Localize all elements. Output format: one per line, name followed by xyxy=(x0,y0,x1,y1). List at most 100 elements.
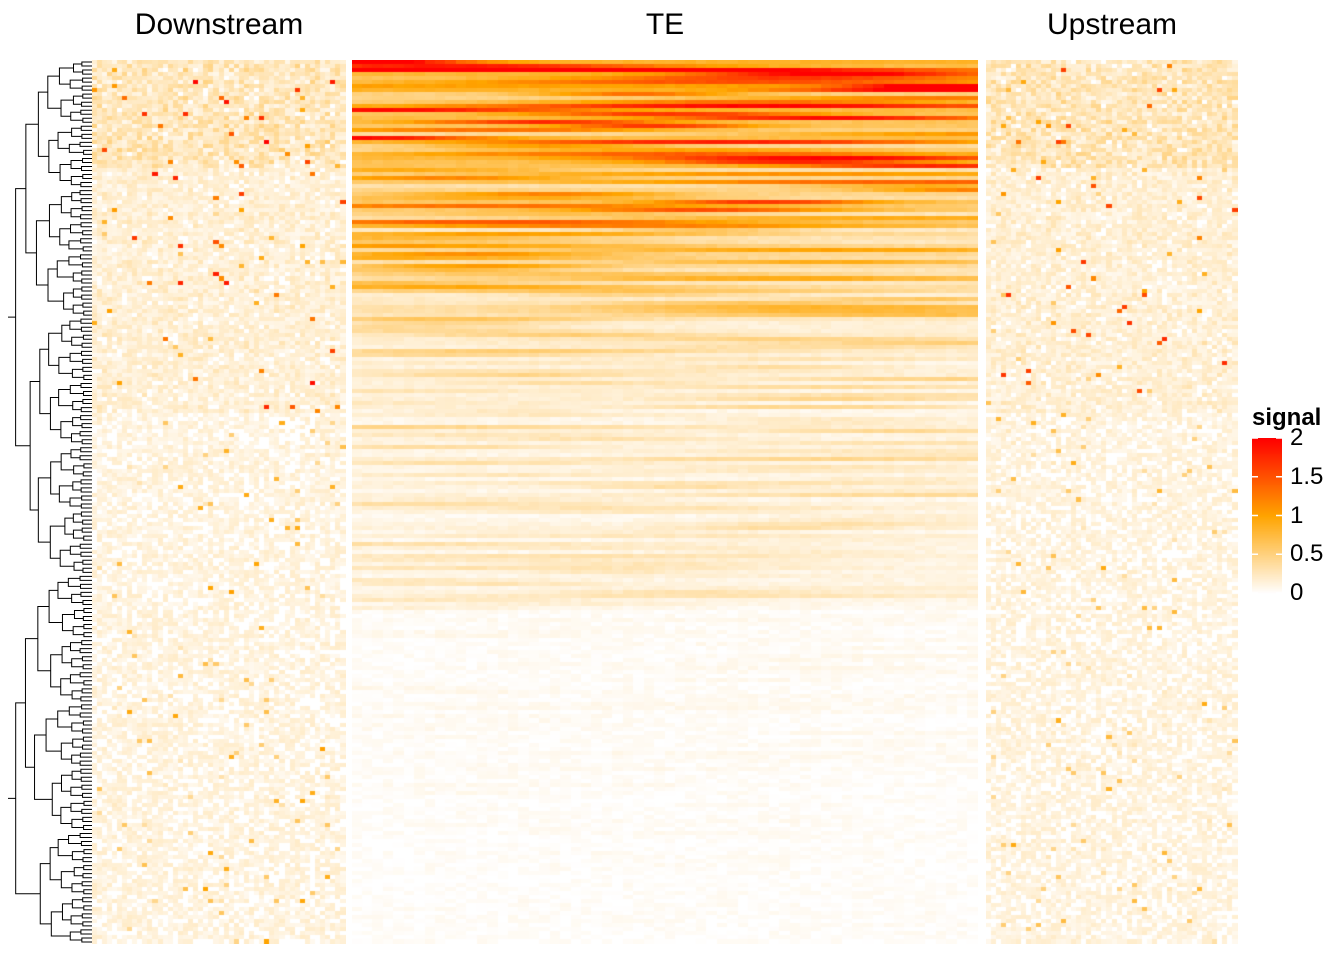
dendrogram-branch xyxy=(80,841,92,847)
dendrogram-branch xyxy=(83,865,92,871)
dendrogram-branch xyxy=(81,270,92,276)
dendrogram-branch xyxy=(79,583,92,589)
dendrogram-branch xyxy=(49,525,65,559)
dendrogram-branch xyxy=(80,503,92,509)
dendrogram-branch xyxy=(83,374,92,380)
dendrogram-branch xyxy=(79,431,92,437)
dendrogram-branch xyxy=(63,292,74,310)
dendrogram-branch xyxy=(81,85,92,91)
dendrogram-branch xyxy=(60,678,73,696)
dendrogram-branch xyxy=(80,318,92,324)
dendrogram-branch xyxy=(81,423,92,429)
dendrogram-branch xyxy=(73,609,84,620)
dendrogram-branch xyxy=(83,391,92,397)
dendrogram-branch xyxy=(80,222,92,228)
dendrogram-branch xyxy=(71,770,82,780)
dendrogram-branch xyxy=(80,487,92,493)
legend-tick-label: 0.5 xyxy=(1290,540,1324,568)
dendrogram-branch xyxy=(61,614,75,632)
dendrogram-branch xyxy=(82,873,92,879)
dendrogram-branch xyxy=(72,738,84,748)
dendrogram-branch xyxy=(81,206,92,212)
dendrogram-branch xyxy=(80,125,92,131)
dendrogram-branch xyxy=(83,607,92,613)
dendrogram-branch xyxy=(48,332,62,366)
dendrogram-branch xyxy=(73,561,83,571)
dendrogram-branch xyxy=(80,551,92,557)
dendrogram-branch xyxy=(79,141,92,147)
dendrogram-branch xyxy=(81,656,92,662)
dendrogram-branch xyxy=(82,664,92,670)
dendrogram-branch xyxy=(69,320,82,330)
dendrogram-branch xyxy=(81,294,92,300)
dendrogram-branch xyxy=(79,648,92,654)
panel-title-downstream: Downstream xyxy=(134,8,304,41)
dendrogram-branch xyxy=(71,127,82,137)
dendrogram-branch xyxy=(80,214,92,220)
legend-title: signal xyxy=(1252,404,1322,431)
dendrogram-branch xyxy=(71,593,83,603)
dendrogram-branch xyxy=(83,535,92,541)
legend-tick-label: 1 xyxy=(1290,501,1304,529)
dendrogram-branch xyxy=(15,188,31,447)
dendrogram-branch xyxy=(80,415,92,421)
dendrogram-branch xyxy=(70,449,81,459)
dendrogram-branch xyxy=(68,240,84,250)
dendrogram-branch xyxy=(73,465,84,475)
dendrogram-branch xyxy=(60,196,72,214)
dendrogram-branch xyxy=(70,176,83,186)
dendrogram-branch xyxy=(59,549,75,567)
dendrogram-branch xyxy=(58,485,73,503)
dendrogram-branch xyxy=(82,736,92,742)
dendrogram-branch xyxy=(82,366,92,372)
heatmap-panel-downstream xyxy=(92,60,346,944)
dendrogram-branch xyxy=(70,433,83,443)
dendrogram-branch xyxy=(81,350,92,356)
dendrogram-branch xyxy=(39,863,52,925)
dendrogram-branch xyxy=(69,674,84,684)
dendrogram-branch xyxy=(80,407,92,413)
dendrogram-branch xyxy=(81,640,92,646)
dendrogram-branch xyxy=(72,626,84,636)
dendrogram-branch xyxy=(57,839,73,857)
dendrogram-branch xyxy=(83,632,92,638)
dendrogram-branch xyxy=(50,654,63,688)
dendrogram-branch xyxy=(71,658,84,668)
dendrogram-branch xyxy=(82,230,92,236)
dendrogram-branch xyxy=(80,929,92,935)
dendrogram-branch xyxy=(47,268,64,302)
dendrogram-branch xyxy=(82,334,92,340)
dendrogram-branch xyxy=(82,616,92,622)
dendrogram-branch xyxy=(82,897,92,903)
dendrogram-branch xyxy=(79,543,92,549)
dendrogram-branch xyxy=(82,174,92,180)
dendrogram-branch xyxy=(68,835,82,845)
dendrogram-branch xyxy=(80,511,92,517)
dendrogram-branch xyxy=(82,69,92,75)
panel-title-upstream: Upstream xyxy=(1046,8,1178,41)
dendrogram-branch xyxy=(82,77,92,83)
dendrogram-branch xyxy=(82,921,92,927)
legend-tick-label: 1.5 xyxy=(1290,462,1324,490)
heatmap-panel-te xyxy=(352,60,978,944)
dendrogram-branch xyxy=(82,720,92,726)
dendrogram-branch xyxy=(80,382,92,388)
dendrogram-branch xyxy=(80,182,92,188)
dendrogram-branch xyxy=(69,352,83,362)
dendrogram-branch xyxy=(8,316,16,799)
dendrogram-branch xyxy=(82,471,92,477)
legend-tick-label: 0 xyxy=(1290,579,1304,606)
dendrogram-branch xyxy=(81,165,92,171)
dendrogram-branch xyxy=(37,605,51,672)
dendrogram-branch xyxy=(79,833,92,839)
dendrogram-branch xyxy=(81,881,92,887)
dendrogram-branch xyxy=(69,931,82,941)
dendrogram-branch xyxy=(61,646,72,664)
dendrogram-branch xyxy=(70,915,83,925)
dendrogram-branch xyxy=(45,718,62,752)
dendrogram-branch xyxy=(83,889,92,895)
dendrogram-branch xyxy=(70,786,83,796)
dendrogram-branch xyxy=(83,624,92,630)
dendrogram-branch xyxy=(81,937,92,943)
dendrogram-branch xyxy=(82,157,92,163)
